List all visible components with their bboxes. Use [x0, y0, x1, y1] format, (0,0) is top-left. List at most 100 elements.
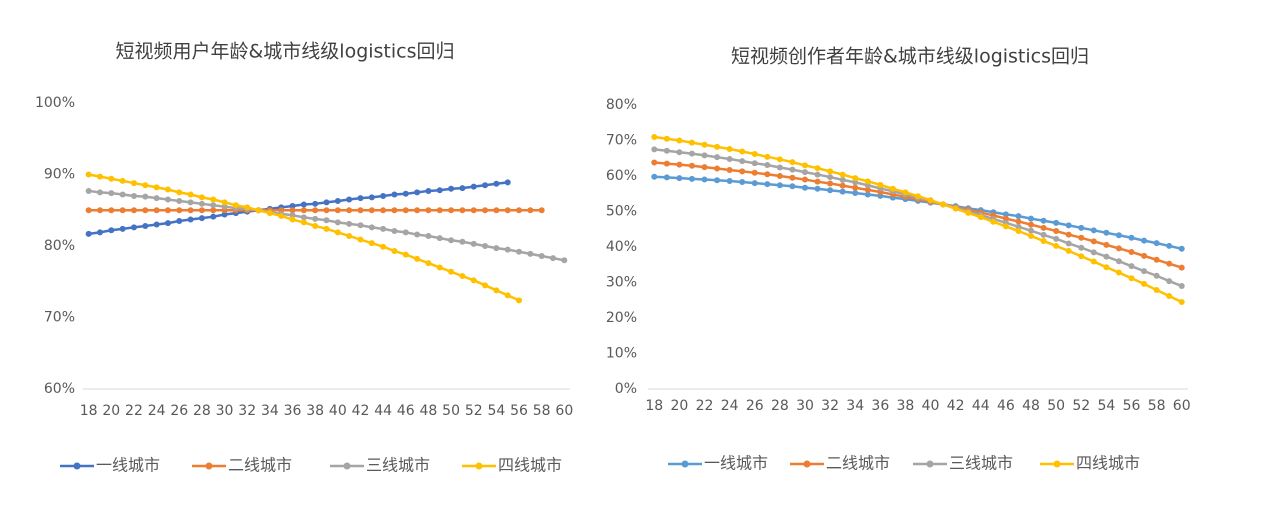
data-point [1078, 224, 1085, 231]
data-point [1015, 228, 1022, 235]
data-point [1065, 231, 1072, 238]
data-point [789, 159, 796, 166]
data-point [663, 135, 670, 142]
data-point [289, 216, 296, 223]
data-point [764, 171, 771, 178]
data-point [448, 268, 455, 275]
data-point [504, 179, 511, 186]
data-point [516, 248, 523, 255]
data-point [380, 192, 387, 199]
data-point [414, 231, 421, 238]
data-point [255, 207, 262, 214]
data-point [391, 207, 398, 214]
data-point [1128, 275, 1135, 282]
data-point [108, 227, 115, 234]
x-tick-label: 48 [1022, 398, 1040, 414]
data-point [210, 196, 217, 203]
data-point [827, 180, 834, 187]
data-point [561, 257, 568, 264]
data-point [839, 176, 846, 183]
data-point [346, 232, 353, 239]
data-point [1015, 213, 1022, 220]
data-point [1090, 227, 1097, 234]
series-line [654, 161, 1183, 269]
data-point [751, 160, 758, 167]
data-point [663, 174, 670, 181]
data-point [1065, 222, 1072, 229]
data-point [142, 193, 149, 200]
data-point [1002, 211, 1009, 218]
data-point [776, 164, 783, 171]
data-point [550, 255, 557, 262]
data-point [402, 251, 409, 258]
data-point [346, 207, 353, 214]
data-point [1178, 245, 1185, 252]
data-point [164, 196, 171, 203]
legend-label: 三线城市 [366, 456, 430, 475]
data-point [187, 191, 194, 198]
data-point [801, 169, 808, 176]
data-point [130, 192, 137, 199]
x-tick-label: 50 [1047, 398, 1065, 414]
data-point [459, 238, 466, 245]
data-point [85, 171, 92, 178]
data-point [153, 207, 160, 214]
y-tick-label: 70% [606, 133, 637, 149]
data-point [85, 207, 92, 214]
data-point [1128, 248, 1135, 255]
data-point [776, 182, 783, 189]
data-point [1015, 223, 1022, 230]
data-point [538, 253, 545, 260]
data-point [1040, 224, 1047, 231]
data-point [688, 162, 695, 169]
data-point [814, 178, 821, 185]
x-tick-label: 50 [442, 403, 460, 419]
data-point [312, 207, 319, 214]
data-point [504, 207, 511, 214]
data-point [1028, 221, 1035, 228]
data-point [187, 207, 194, 214]
y-tick-label: 90% [44, 167, 75, 183]
data-point [739, 179, 746, 186]
data-point [153, 184, 160, 191]
data-point [1115, 245, 1122, 252]
legend-label: 一线城市 [96, 456, 160, 475]
data-point [380, 207, 387, 214]
data-point [801, 176, 808, 183]
data-point [244, 204, 251, 211]
data-point [776, 173, 783, 179]
data-point [827, 168, 834, 175]
data-point [751, 150, 758, 157]
data-point [801, 162, 808, 169]
data-point [176, 217, 183, 224]
x-tick-label: 48 [420, 403, 438, 419]
data-point [289, 207, 296, 214]
data-point [414, 207, 421, 214]
data-point [130, 207, 137, 214]
data-point [839, 182, 846, 189]
data-point [391, 191, 398, 198]
data-point [187, 199, 194, 206]
data-point [1040, 217, 1047, 224]
x-tick-label: 56 [1123, 398, 1141, 414]
data-point [176, 207, 183, 214]
data-point [300, 219, 307, 226]
data-point [323, 199, 330, 206]
data-point [1128, 263, 1135, 270]
x-tick-label: 44 [972, 398, 990, 414]
data-point [368, 224, 375, 231]
data-point [1141, 252, 1148, 259]
data-point [402, 229, 409, 236]
data-point [142, 182, 149, 189]
data-point [676, 137, 683, 144]
data-point [852, 175, 859, 182]
data-point [334, 229, 341, 236]
x-tick-label: 32 [238, 403, 256, 419]
data-point [1103, 241, 1110, 248]
data-point [1090, 238, 1097, 245]
data-point [164, 207, 171, 214]
data-point [940, 201, 947, 208]
data-point [153, 195, 160, 202]
data-point [1002, 223, 1009, 230]
data-point [357, 222, 364, 229]
